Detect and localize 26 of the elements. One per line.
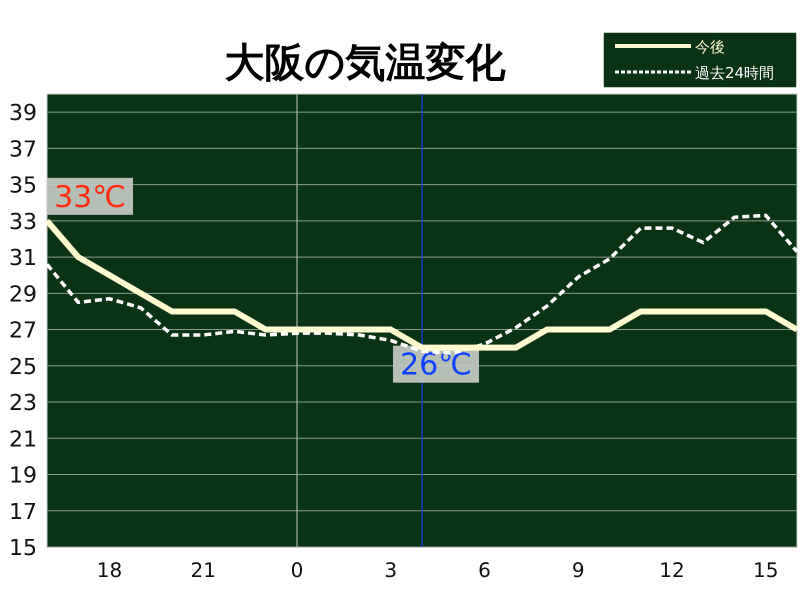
y-tick-label: 35 — [9, 174, 37, 199]
y-tick-label: 29 — [9, 282, 37, 308]
x-tick-label: 18 — [96, 558, 122, 582]
text: 過去24時間 — [695, 64, 774, 82]
annotation: 33℃ — [54, 180, 126, 215]
y-tick-label: 31 — [9, 246, 37, 272]
y-tick-label: 21 — [9, 427, 37, 452]
y-tick-label: 33 — [9, 210, 37, 235]
x-tick-label: 6 — [478, 558, 491, 582]
y-tick-label: 39 — [9, 101, 37, 126]
y-tick-label: 27 — [9, 318, 37, 344]
y-tick-label: 25 — [9, 354, 37, 380]
x-tick-label: 21 — [190, 558, 216, 582]
y-tick-label: 15 — [9, 536, 37, 561]
y-tick-label: 23 — [9, 391, 37, 416]
y-tick-label: 37 — [9, 137, 37, 162]
chart-title: 大阪の気温変化 — [224, 40, 506, 86]
y-tick-label: 17 — [9, 500, 37, 525]
x-tick-label: 0 — [290, 558, 304, 582]
annotation: 26℃ — [400, 348, 472, 383]
x-tick-label: 15 — [753, 558, 778, 582]
x-tick-label: 9 — [572, 558, 585, 582]
text: 今後 — [695, 38, 725, 56]
x-tick-label: 3 — [384, 558, 398, 582]
x-tick-label: 12 — [659, 558, 685, 582]
y-tick-label: 19 — [9, 464, 37, 489]
